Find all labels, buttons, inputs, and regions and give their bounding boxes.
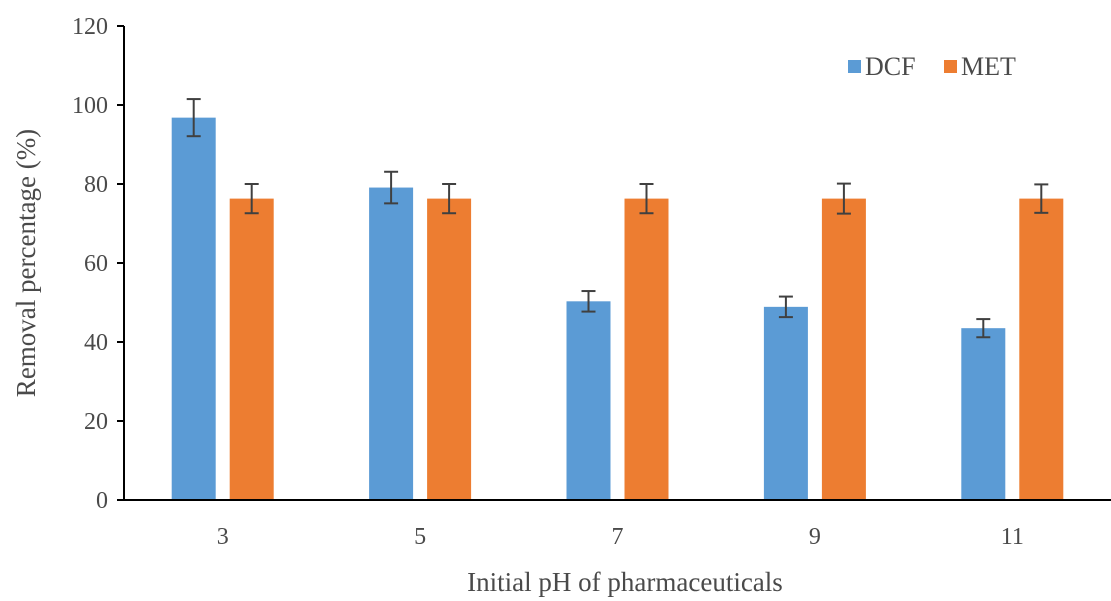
- bar-dcf-ph-3: [171, 117, 216, 500]
- bar-met-ph-5: [427, 198, 472, 501]
- y-tick-label: 20: [84, 409, 108, 435]
- bar-met-ph-9: [821, 198, 866, 501]
- legend: DCF MET: [848, 52, 1016, 81]
- y-axis-title: Removal percentage (%): [11, 129, 41, 397]
- bar-dcf-ph-11: [961, 328, 1006, 500]
- x-tick-label: 5: [414, 524, 426, 550]
- bar-met-ph-7: [624, 198, 669, 501]
- x-tick-label: 3: [217, 524, 229, 550]
- y-tick-label: 0: [96, 488, 108, 514]
- tick-labels: 0 20 40 60 80 100 120 3 5 7 9 11: [72, 14, 1024, 550]
- y-tick-label: 100: [72, 93, 108, 119]
- x-tick-label: 9: [809, 524, 821, 550]
- x-tick-label: 11: [1001, 524, 1024, 550]
- y-tick-label: 40: [84, 330, 108, 356]
- x-tick-label: 7: [612, 524, 624, 550]
- legend-swatch-met: [944, 60, 957, 73]
- legend-label-met: MET: [961, 52, 1016, 81]
- bar-met-ph-11: [1019, 198, 1064, 501]
- plot-area: [171, 98, 1064, 501]
- legend-swatch-dcf: [848, 60, 861, 73]
- bar-dcf-ph-7: [566, 301, 611, 500]
- legend-label-dcf: DCF: [865, 52, 916, 81]
- y-tick-label: 60: [84, 251, 108, 277]
- y-tick-label: 80: [84, 172, 108, 198]
- x-axis-title: Initial pH of pharmaceuticals: [467, 567, 783, 597]
- y-tick-label: 120: [72, 14, 108, 40]
- bar-met-ph-3: [229, 198, 274, 501]
- bar-dcf-ph-5: [369, 187, 414, 500]
- bar-dcf-ph-9: [763, 306, 808, 500]
